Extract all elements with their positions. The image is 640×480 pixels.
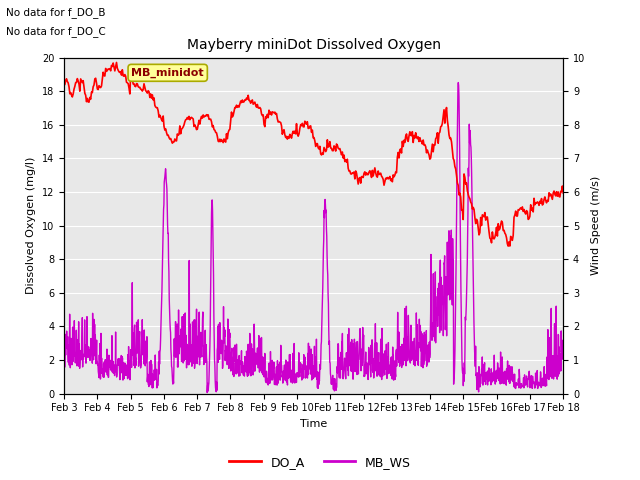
Title: Mayberry miniDot Dissolved Oxygen: Mayberry miniDot Dissolved Oxygen <box>187 38 440 52</box>
Text: MB_minidot: MB_minidot <box>131 68 204 78</box>
Text: No data for f_DO_B: No data for f_DO_B <box>6 7 106 18</box>
Text: No data for f_DO_C: No data for f_DO_C <box>6 26 106 37</box>
Y-axis label: Dissolved Oxygen (mg/l): Dissolved Oxygen (mg/l) <box>26 157 36 294</box>
Y-axis label: Wind Speed (m/s): Wind Speed (m/s) <box>591 176 601 275</box>
X-axis label: Time: Time <box>300 419 327 429</box>
Legend: DO_A, MB_WS: DO_A, MB_WS <box>224 451 416 474</box>
